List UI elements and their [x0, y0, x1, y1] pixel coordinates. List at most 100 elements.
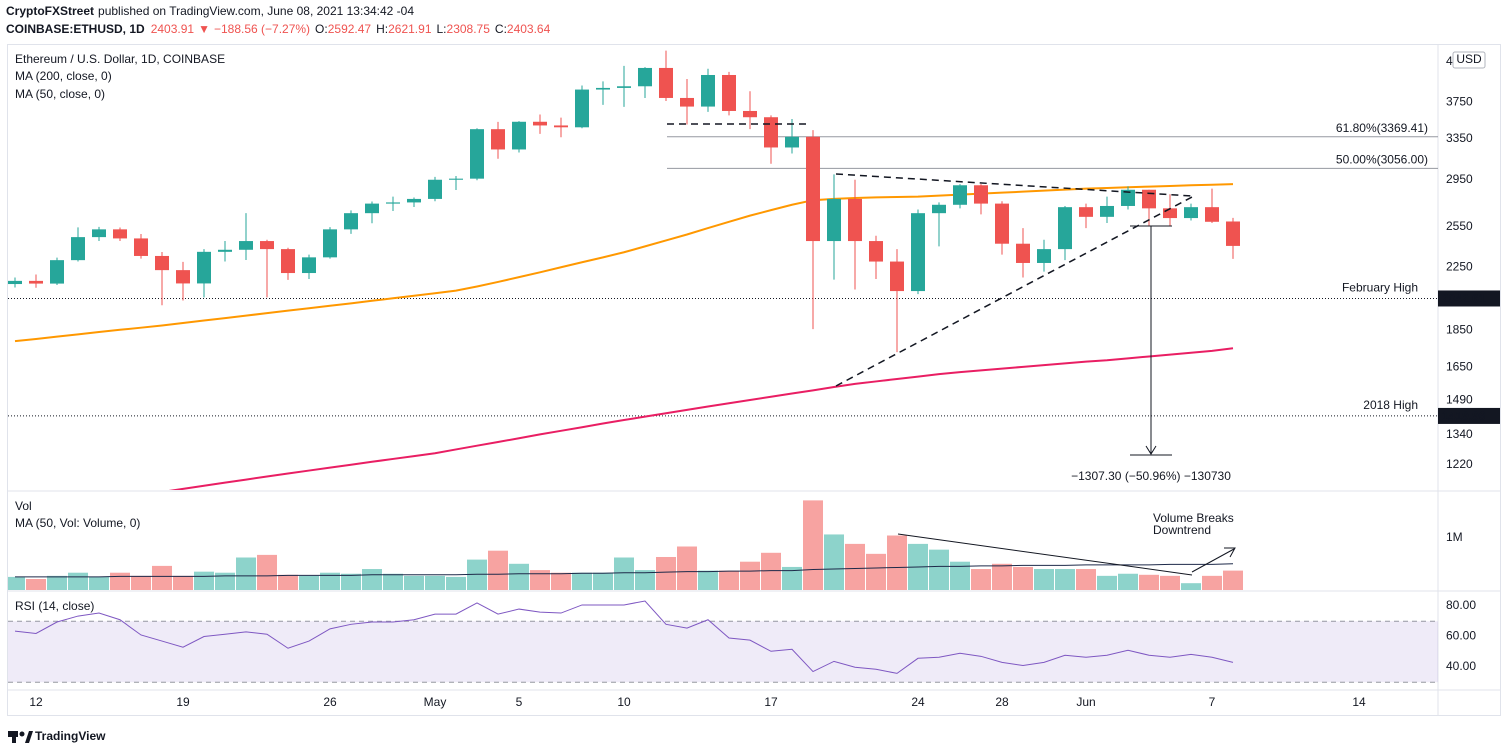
level-label: February High [1342, 281, 1418, 295]
x-tick-label: 19 [176, 695, 190, 709]
ohlc-value: 2403.64 [507, 22, 551, 36]
volume-bar [761, 552, 781, 590]
y-tick-label: 1850 [1446, 323, 1473, 337]
candle-body [260, 241, 274, 250]
x-tick-label: 12 [29, 695, 43, 709]
candle-body [29, 280, 43, 284]
volume-bar [593, 572, 613, 590]
volume-bar [509, 563, 529, 590]
candle-body [218, 249, 232, 252]
ohlc-value: 2308.75 [447, 22, 491, 36]
volume-bar [425, 575, 445, 590]
volume-bar [845, 543, 865, 590]
candle-body [869, 241, 883, 262]
candle-body [1163, 208, 1177, 219]
volume-bar [1013, 566, 1033, 590]
symbol: COINBASE:ETHUSD, 1D [6, 22, 145, 36]
volume-arrowhead [1224, 547, 1236, 558]
candle-body [617, 86, 631, 88]
change: −188.56 (−7.27%) [214, 22, 310, 36]
volume-bar [740, 561, 760, 590]
moving-average [14, 183, 1234, 343]
publisher: CryptoFXStreet [6, 4, 94, 18]
x-tick-label: 26 [323, 695, 337, 709]
y-tick-label: 2950 [1446, 172, 1473, 186]
x-tick-label: May [424, 695, 447, 709]
volume-bar [257, 554, 277, 590]
volume-bar [299, 575, 319, 590]
candle-body [533, 121, 547, 126]
volume-ma [15, 563, 1234, 578]
last-price: 2403.91 [151, 22, 195, 36]
volume-bar [1097, 575, 1117, 590]
ohlc-value: 2592.47 [328, 22, 372, 36]
volume-bar [131, 575, 151, 590]
footer-brand: TradingView [35, 729, 106, 743]
volume-bar [887, 535, 907, 590]
y-tick-label: 1340 [1446, 427, 1473, 441]
x-tick-label: 7 [1209, 695, 1216, 709]
volume-bar [698, 570, 718, 590]
x-tick-label: 14 [1352, 695, 1366, 709]
candle-body [659, 67, 673, 98]
x-tick-label: 24 [911, 695, 925, 709]
candle-body [785, 136, 799, 148]
y-tick-label: 1490 [1446, 393, 1473, 407]
fib-label: 61.80%(3369.41) [1336, 121, 1428, 135]
level-tag [1438, 290, 1500, 307]
volume-bar [341, 573, 361, 590]
volume-bar [1118, 573, 1138, 590]
volume-bar [635, 570, 655, 590]
candle-body [1121, 189, 1135, 206]
volume-bar [278, 574, 298, 590]
volume-bar [1223, 570, 1243, 590]
publish-line: CryptoFXStreet published on TradingView.c… [6, 4, 414, 18]
candle-body [71, 237, 85, 261]
volume-bar [152, 565, 172, 590]
candle-body [197, 251, 211, 284]
legend-entry: MA (50, close, 0) [15, 87, 105, 101]
volume-bar [236, 557, 256, 590]
ohlc-label: H: [376, 22, 388, 36]
volume-bar [467, 559, 487, 590]
candle-body [764, 117, 778, 148]
y-tick-label: 3350 [1446, 131, 1473, 145]
y-tick-label: 60.00 [1446, 629, 1476, 643]
candle-body [512, 121, 526, 150]
candle-body [113, 229, 127, 239]
volume-trendline [897, 533, 1193, 576]
candle-body [176, 270, 190, 284]
y-tick-label: 1220 [1446, 457, 1473, 471]
volume-bar [404, 575, 424, 590]
x-tick-label: 10 [617, 695, 631, 709]
candle-body [848, 198, 862, 242]
y-tick-label: 3750 [1446, 94, 1473, 108]
candle-body [575, 89, 589, 128]
ohlc-label: C: [495, 22, 507, 36]
volume-bar [362, 569, 382, 590]
candle-body [911, 213, 925, 292]
volume-bar [1034, 569, 1054, 590]
volume-bar [572, 572, 592, 590]
volume-bar [803, 500, 823, 590]
volume-bar [1055, 569, 1075, 590]
candle-body [1037, 249, 1051, 263]
candle-body [407, 198, 421, 203]
volume-bar [89, 576, 109, 590]
volume-bar [824, 534, 844, 590]
y-tick-label: 1M [1446, 530, 1463, 544]
candle-body [8, 280, 22, 285]
candle-body [1100, 205, 1114, 217]
volume-bar [488, 550, 508, 590]
volume-bar [110, 572, 130, 590]
candle-body [428, 179, 442, 199]
volume-annotation: Downtrend [1153, 523, 1211, 537]
candle-body [995, 203, 1009, 244]
volume-bar [47, 575, 67, 590]
candle-body [680, 97, 694, 107]
measure-arrow [1145, 445, 1157, 455]
candle-body [1016, 243, 1030, 263]
volume-bar [656, 556, 676, 590]
